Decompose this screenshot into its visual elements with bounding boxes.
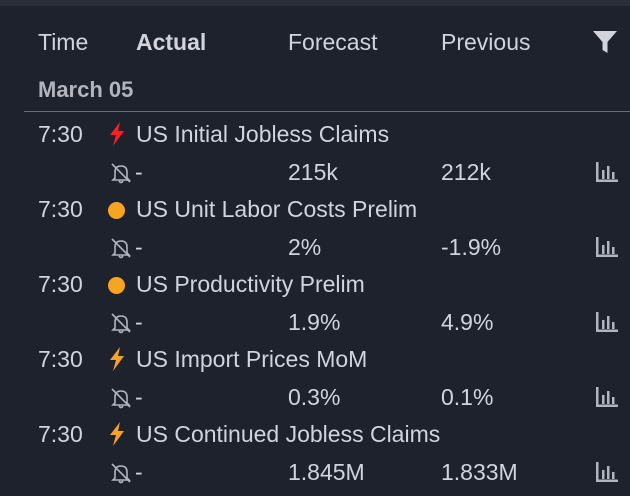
chart-icon[interactable] — [594, 310, 620, 334]
chart-icon[interactable] — [594, 385, 620, 409]
event-time: 7:30 — [38, 121, 83, 147]
event-row[interactable]: 7:30 US Unit Labor Costs Prelim - 2% -1.… — [0, 191, 630, 266]
bell-off-icon[interactable] — [109, 462, 133, 484]
event-time: 7:30 — [38, 196, 83, 222]
dot-icon — [108, 277, 125, 294]
column-header-actual[interactable]: Actual — [136, 29, 207, 55]
event-row[interactable]: 7:30 US Productivity Prelim - 1.9% 4.9% — [0, 266, 630, 341]
bolt-icon — [110, 122, 124, 146]
event-forecast: 1.845M — [288, 459, 365, 485]
event-forecast: 0.3% — [288, 384, 341, 410]
event-previous: 4.9% — [441, 309, 494, 335]
event-previous: -1.9% — [441, 234, 502, 260]
event-title[interactable]: US Productivity Prelim — [136, 271, 365, 297]
event-row[interactable]: 7:30 US Import Prices MoM - 0.3% 0.1% — [0, 341, 630, 416]
bolt-icon — [110, 422, 124, 446]
event-actual: - — [135, 234, 143, 260]
chart-icon[interactable] — [594, 160, 620, 184]
event-title[interactable]: US Unit Labor Costs Prelim — [136, 196, 418, 222]
event-title[interactable]: US Initial Jobless Claims — [136, 121, 390, 147]
bell-off-icon[interactable] — [109, 237, 133, 259]
event-actual: - — [135, 384, 143, 410]
event-row[interactable]: 7:30 US Continued Jobless Claims - 1.845… — [0, 416, 630, 491]
chart-icon[interactable] — [594, 460, 620, 484]
event-time: 7:30 — [38, 271, 83, 297]
column-header-time[interactable]: Time — [38, 29, 89, 55]
event-forecast: 1.9% — [288, 309, 341, 335]
event-actual: - — [135, 309, 143, 335]
event-previous: 1.833M — [441, 459, 518, 485]
event-forecast: 215k — [288, 159, 338, 185]
filter-icon[interactable] — [592, 29, 618, 55]
event-forecast: 2% — [288, 234, 322, 260]
column-header-previous[interactable]: Previous — [441, 29, 531, 55]
bell-off-icon[interactable] — [109, 387, 133, 409]
column-header-forecast[interactable]: Forecast — [288, 29, 378, 55]
event-previous: 212k — [441, 159, 491, 185]
bell-off-icon[interactable] — [109, 162, 133, 184]
divider — [24, 111, 630, 112]
dot-icon — [108, 202, 125, 219]
top-strip — [0, 0, 630, 6]
event-time: 7:30 — [38, 421, 83, 447]
event-time: 7:30 — [38, 346, 83, 372]
event-actual: - — [135, 459, 143, 485]
event-title[interactable]: US Import Prices MoM — [136, 346, 368, 372]
event-actual: - — [135, 159, 143, 185]
event-row[interactable]: 7:30 US Initial Jobless Claims - 215k 21… — [0, 116, 630, 191]
bolt-icon — [110, 347, 124, 371]
event-previous: 0.1% — [441, 384, 494, 410]
bell-off-icon[interactable] — [109, 312, 133, 334]
chart-icon[interactable] — [594, 235, 620, 259]
event-title[interactable]: US Continued Jobless Claims — [136, 421, 441, 447]
date-group-header: March 05 — [38, 77, 134, 102]
